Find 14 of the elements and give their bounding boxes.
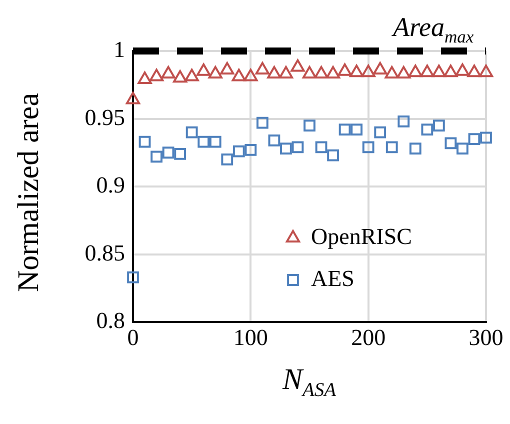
y-tick-label: 0.8 xyxy=(96,308,125,334)
y-tick-label: 0.9 xyxy=(96,172,125,198)
y-tick-label: 0.85 xyxy=(84,240,125,266)
x-axis-title: N$_{ASA}$ xyxy=(282,362,336,402)
ref-line-label: Area$_{max}$ xyxy=(393,11,474,48)
legend-label: AES xyxy=(311,266,354,292)
x-tick-label: 200 xyxy=(351,324,386,350)
y-tick-label: 1 xyxy=(114,37,125,62)
x-tick-label: 300 xyxy=(468,324,504,350)
y-tick-label: 0.95 xyxy=(84,104,125,130)
y-axis-title: Normalized area xyxy=(12,92,45,292)
x-tick-label: 0 xyxy=(127,324,139,350)
legend-label: OpenRISC xyxy=(311,224,412,250)
x-tick-label: 100 xyxy=(233,324,268,350)
